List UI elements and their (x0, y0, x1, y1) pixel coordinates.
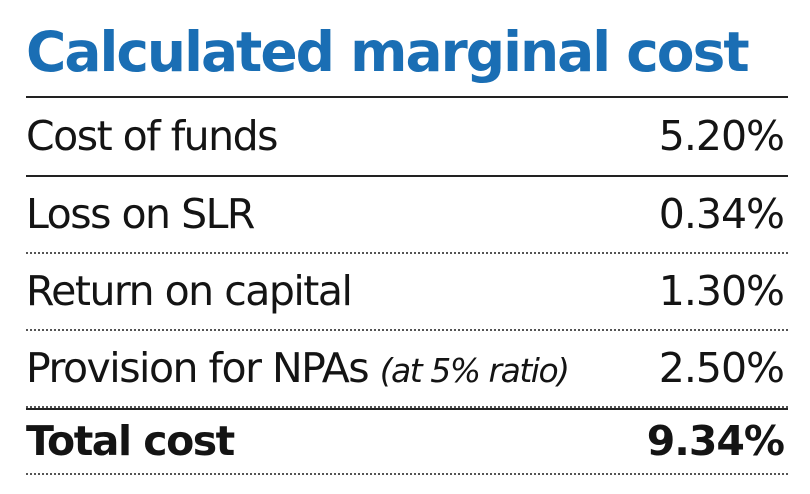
row-label-text: Return on capital (26, 267, 353, 315)
chart-title: Calculated marginal cost (26, 20, 750, 84)
table-row-cost-of-funds: Cost of funds 5.20% (26, 98, 788, 177)
table-row-loss-on-slr: Loss on SLR 0.34% (26, 177, 788, 254)
total-value: 9.34% (646, 417, 785, 465)
row-label-text: Provision for NPAs (26, 344, 370, 392)
total-label: Total cost (26, 417, 235, 465)
cost-table: Cost of funds 5.20% Loss on SLR 0.34% Re… (26, 96, 788, 475)
row-label-note: (at 5% ratio) (379, 351, 570, 390)
row-value: 5.20% (658, 112, 785, 160)
table-row-provision-for-npas: Provision for NPAs (at 5% ratio) 2.50% (26, 331, 788, 408)
row-value: 2.50% (658, 344, 785, 392)
row-label-text: Cost of funds (26, 112, 279, 160)
row-label: Provision for NPAs (at 5% ratio) (26, 348, 570, 390)
row-label: Cost of funds (26, 116, 279, 157)
row-label-text: Loss on SLR (26, 190, 255, 238)
row-label: Loss on SLR (26, 194, 255, 235)
row-value: 0.34% (658, 190, 785, 238)
row-label: Return on capital (26, 271, 353, 312)
table-row-return-on-capital: Return on capital 1.30% (26, 254, 788, 331)
row-value: 1.30% (658, 267, 785, 315)
table-row-total-cost: Total cost 9.34% (26, 408, 788, 475)
